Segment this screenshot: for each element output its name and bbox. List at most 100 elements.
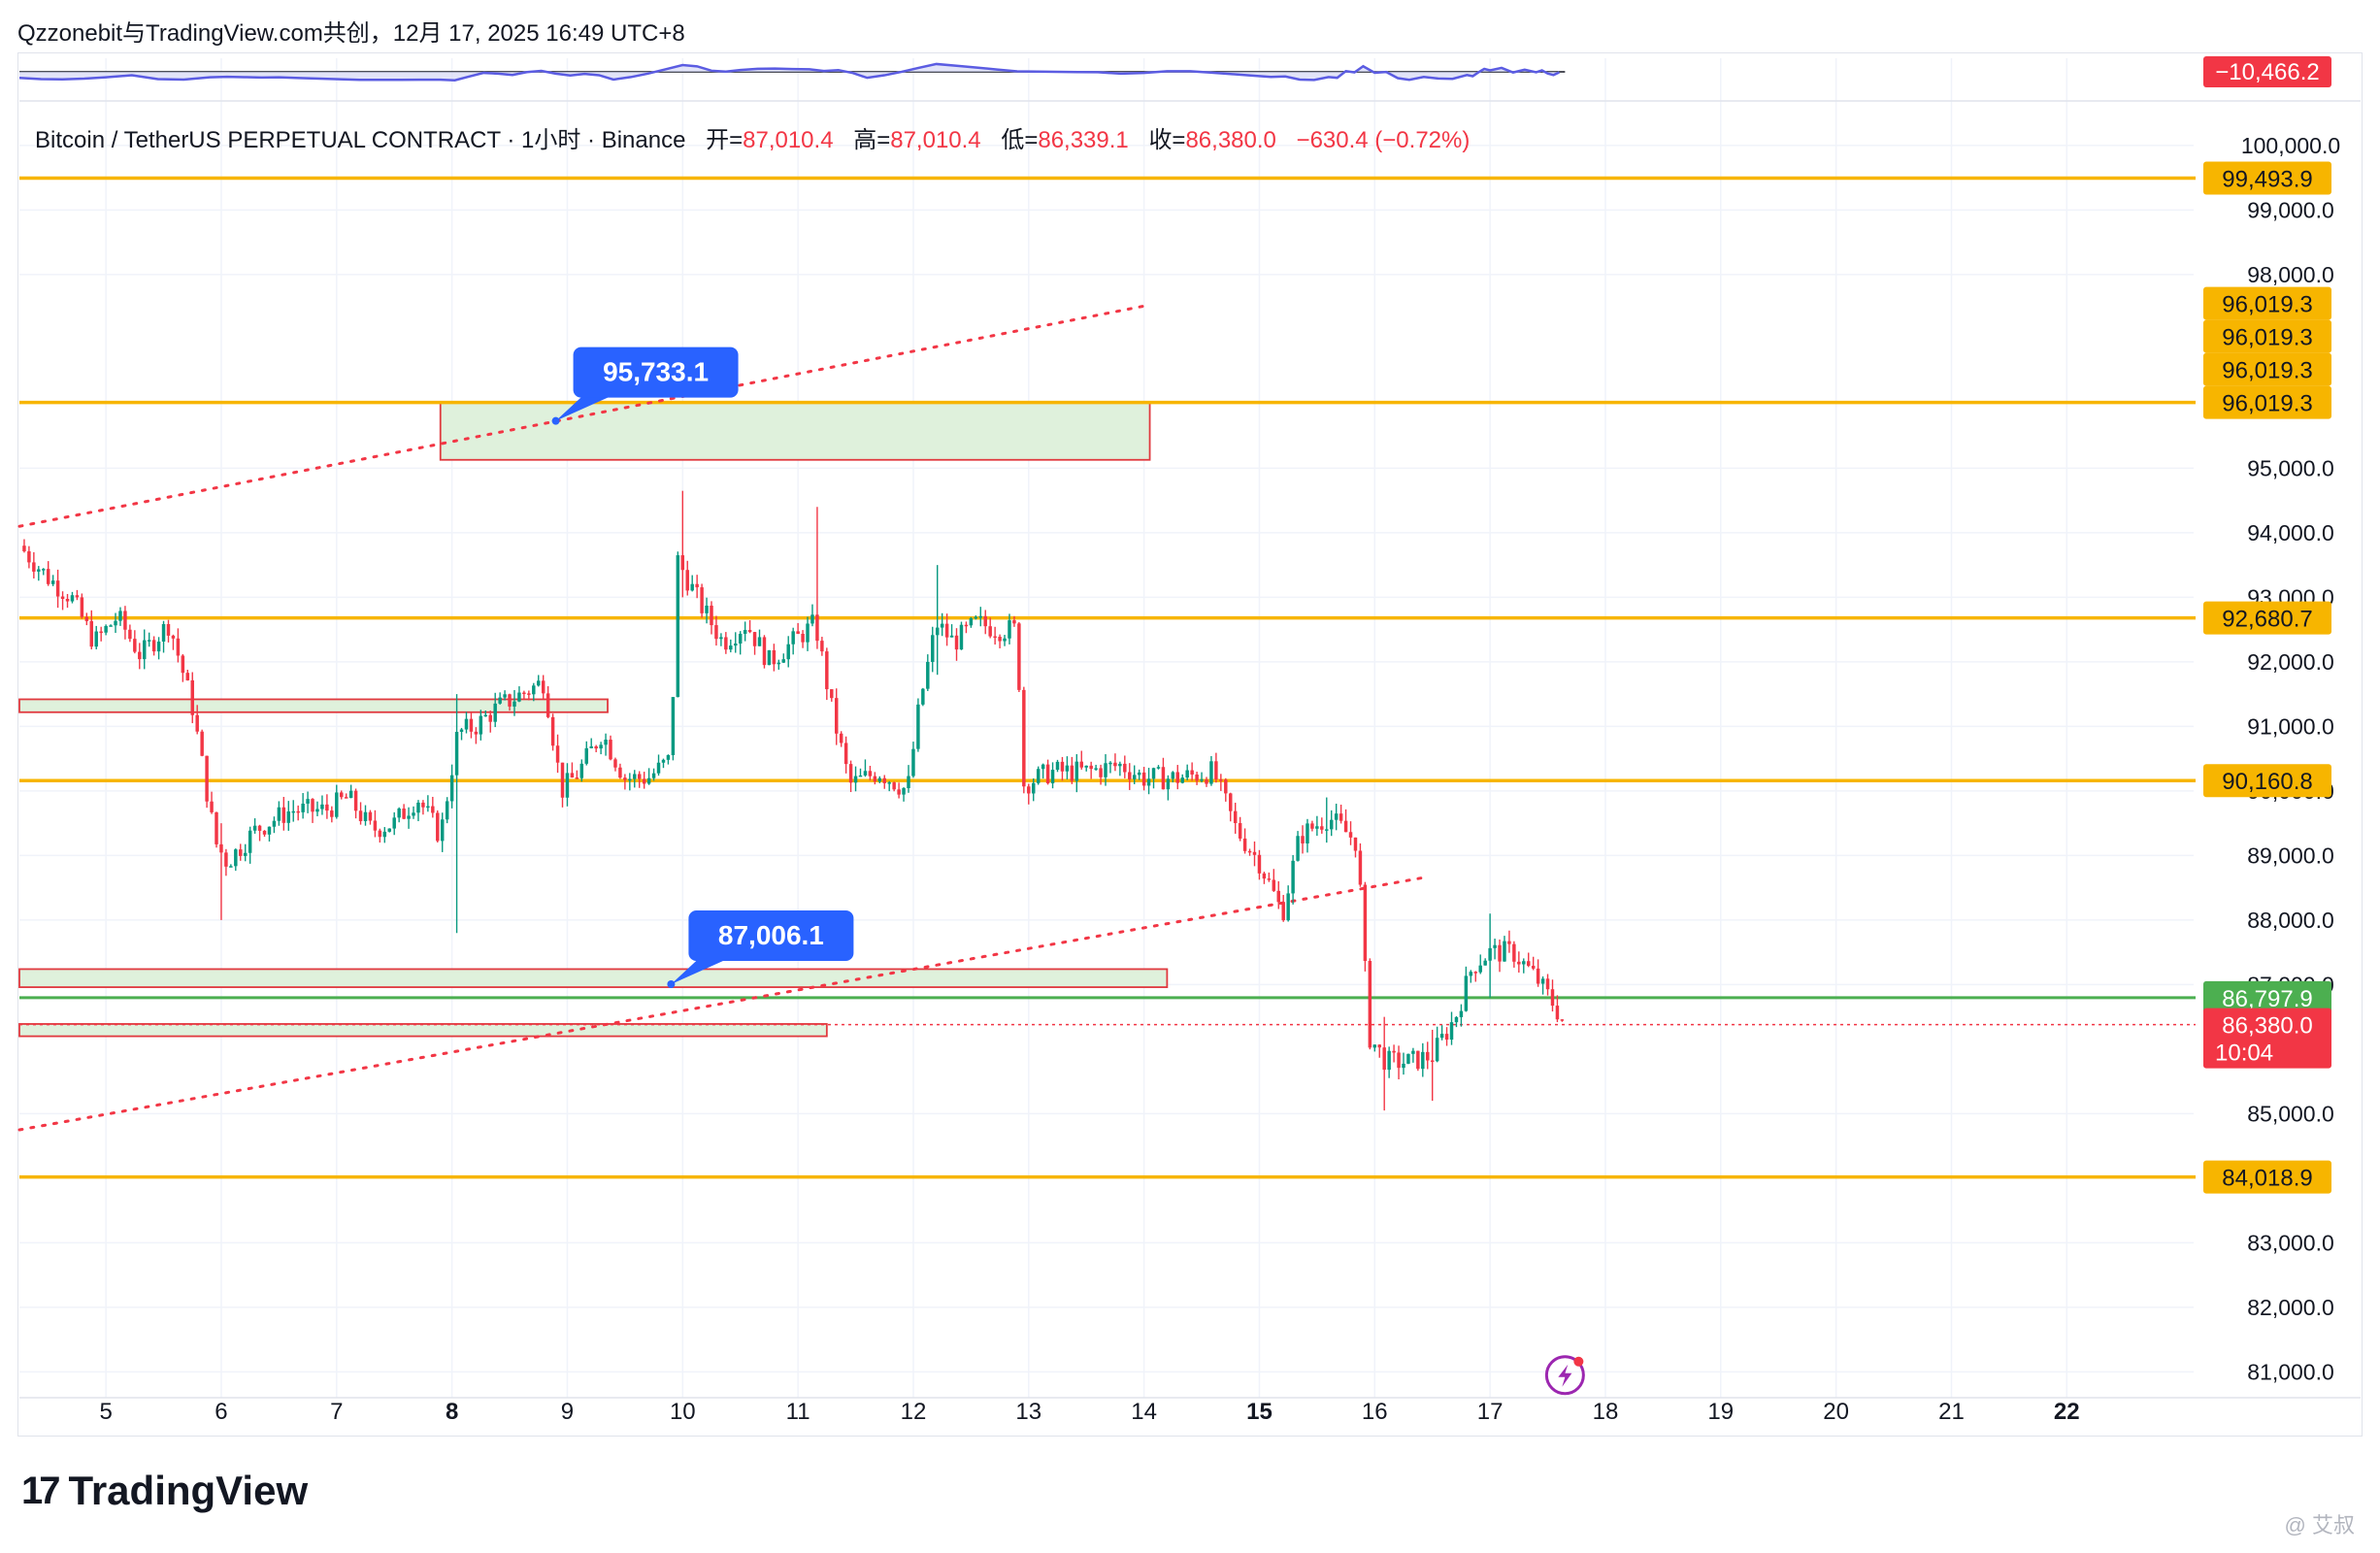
last-price-badge: [2203, 1008, 2331, 1069]
candle-body: [50, 580, 55, 584]
candle-body: [757, 637, 762, 646]
x-tick-label: 16: [1362, 1399, 1388, 1425]
candle-body: [382, 831, 387, 838]
candle-body: [907, 776, 910, 788]
candle-body: [1426, 1051, 1430, 1061]
indicator-pane: −10,466.2: [18, 56, 2361, 102]
candle-body: [123, 611, 127, 630]
zones: [18, 401, 1169, 1038]
candle-body: [700, 587, 704, 613]
candle-body: [128, 629, 132, 640]
candle-body: [998, 637, 1002, 642]
candle-body: [853, 776, 858, 783]
candle-body: [1209, 761, 1213, 784]
open-label: 开=: [706, 127, 744, 153]
candle-body: [1252, 851, 1257, 855]
notification-dot: [1573, 1356, 1584, 1367]
candle-body: [1464, 975, 1469, 1011]
close-value: 86,380.0: [1185, 127, 1276, 153]
candle-body: [1272, 879, 1276, 891]
candle-body: [166, 623, 171, 636]
candle-body: [1498, 944, 1502, 962]
candle-body: [978, 615, 983, 618]
candle-body: [724, 637, 728, 650]
candle-body: [661, 759, 666, 763]
candle-body: [320, 804, 324, 810]
candle-body: [42, 569, 46, 571]
candle-body: [1267, 878, 1272, 880]
y-tick-label: 85,000.0: [2247, 1101, 2334, 1126]
share-header: Qzzonebit与TradingView.com共创，12月 17, 2025…: [17, 20, 685, 47]
candle-body: [974, 616, 978, 619]
candle-body: [508, 694, 512, 707]
candle-body: [560, 762, 565, 798]
candle-body: [1238, 823, 1242, 839]
candle-body: [1045, 764, 1050, 784]
candle-body: [37, 569, 41, 572]
candle-body: [959, 624, 964, 650]
y-tick-label: 81,000.0: [2247, 1359, 2334, 1384]
time-axis: 5 6 7 8 9 10 11 12 13 14 15 16 17 18 19 20 21 22: [19, 1397, 2361, 1425]
y-tick-label: 94,000.0: [2247, 520, 2334, 545]
x-tick-label: 21: [1938, 1399, 1965, 1425]
candle-body: [104, 625, 108, 633]
candle-body: [479, 715, 483, 735]
candle-body: [1416, 1050, 1420, 1070]
candle-body: [55, 580, 60, 597]
candle-body: [935, 627, 940, 636]
candle-body: [84, 616, 89, 621]
y-tick-label: 100,000.0: [2241, 133, 2340, 158]
candle-body: [133, 639, 137, 652]
candle-body: [858, 775, 863, 777]
callout-box: [688, 909, 854, 961]
candle-body: [1387, 1050, 1391, 1071]
candle-body: [877, 777, 882, 782]
level-price-badge: [2203, 161, 2331, 195]
candle-body: [311, 799, 314, 812]
chart-frame: [17, 52, 2363, 1437]
candle-body: [248, 830, 252, 853]
candle-body: [368, 811, 373, 821]
candle-body: [983, 615, 987, 627]
candle-body: [1008, 620, 1011, 639]
candle-body: [1343, 820, 1348, 833]
candle-body: [60, 596, 65, 599]
candle-body: [873, 776, 877, 782]
candle-body: [1435, 1038, 1439, 1062]
level-price-label: 99,493.9: [2222, 167, 2312, 193]
candle-body: [1545, 978, 1550, 990]
candle-body: [1032, 782, 1036, 794]
x-tick-label: 10: [670, 1399, 696, 1425]
candle-body: [190, 679, 194, 715]
x-tick-label: 14: [1131, 1399, 1157, 1425]
candle-body: [825, 651, 829, 690]
candle-body: [613, 759, 617, 768]
candle-body: [1493, 944, 1497, 948]
candle-body: [1060, 761, 1065, 772]
candle-body: [1137, 772, 1141, 776]
candle-body: [373, 820, 378, 831]
candle-body: [262, 830, 267, 835]
candle-body: [1050, 770, 1055, 784]
candle-body: [185, 673, 190, 680]
candle-body: [690, 583, 694, 591]
candle-body: [1123, 763, 1127, 773]
candle-body: [234, 849, 238, 867]
candle-body: [1161, 767, 1166, 790]
candle-body: [464, 718, 469, 730]
candle-body: [1242, 838, 1247, 851]
candle-body: [32, 562, 36, 572]
candle-body: [1531, 966, 1536, 969]
candle-body: [589, 745, 593, 748]
candle-body: [426, 806, 430, 809]
candle-body: [224, 852, 228, 867]
candle-body: [1550, 989, 1555, 1007]
candle-body: [555, 745, 560, 763]
candle-body: [1540, 978, 1545, 984]
candle-body: [1229, 793, 1233, 811]
high-value: 87,010.4: [890, 127, 981, 153]
x-tick-label: 17: [1477, 1399, 1504, 1425]
candle-body: [1503, 941, 1506, 962]
tradingview-brand[interactable]: 17 TradingView: [21, 1468, 308, 1514]
